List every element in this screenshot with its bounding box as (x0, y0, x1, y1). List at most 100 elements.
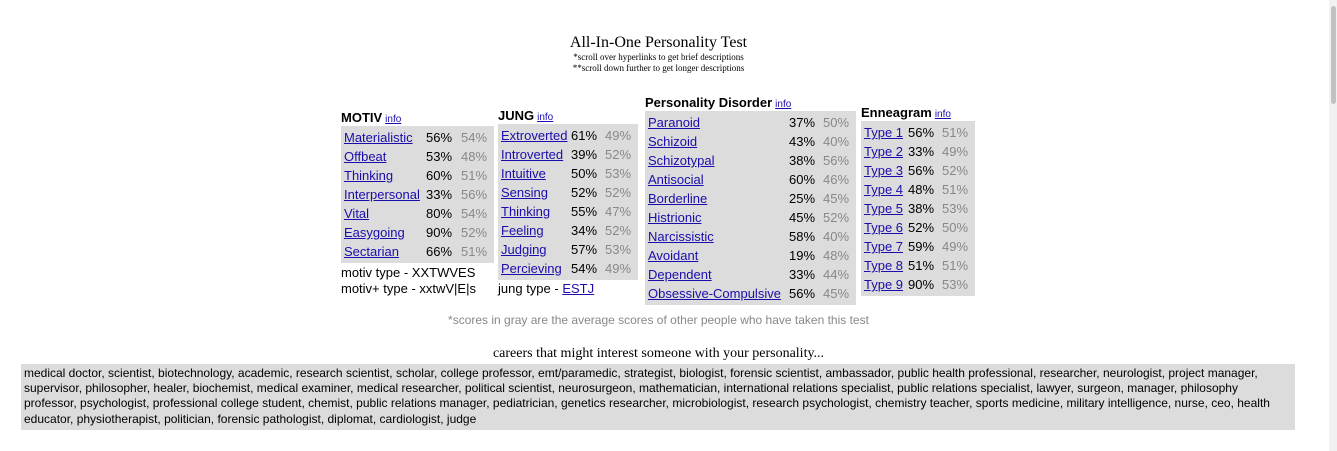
motiv-trait-link[interactable]: Thinking (344, 168, 394, 183)
motiv-average-score: 54% (461, 206, 488, 221)
jung-average-score: 49% (605, 261, 632, 276)
enneagram-your-score: 56% (908, 125, 935, 140)
pd-row: Schizoid 43% 40% (648, 132, 853, 151)
pd-trait-link[interactable]: Antisocial (648, 172, 704, 187)
motiv-row: Thinking 60% 51% (344, 166, 491, 185)
jung-trait-link[interactable]: Thinking (501, 204, 551, 219)
pd-trait-link[interactable]: Borderline (648, 191, 708, 206)
pd-info-link[interactable]: info (775, 99, 792, 110)
motiv-your-score: 56% (426, 130, 453, 145)
enneagram-trait-link[interactable]: Type 8 (864, 258, 904, 273)
enneagram-section: Enneagram info Type 1 56% 51% Type 2 33% 49% Ty… (861, 105, 975, 296)
jung-row: Sensing 52% 52% (501, 183, 635, 202)
jung-your-score: 50% (571, 166, 598, 181)
pd-trait-link[interactable]: Histrionic (648, 210, 702, 225)
jung-trait-link[interactable]: Extroverted (501, 128, 568, 143)
pd-row: Avoidant 19% 48% (648, 246, 853, 265)
pd-trait-link[interactable]: Dependent (648, 267, 712, 282)
enneagram-heading-label: Enneagram (861, 105, 932, 120)
jung-average-score: 53% (605, 242, 632, 257)
motiv-row: Offbeat 53% 48% (344, 147, 491, 166)
enneagram-trait-link[interactable]: Type 3 (864, 163, 904, 178)
enneagram-average-score: 53% (942, 277, 969, 292)
enneagram-heading: Enneagram info (861, 105, 975, 121)
jung-your-score: 57% (571, 242, 598, 257)
pd-your-score: 33% (789, 267, 816, 282)
enneagram-row: Type 1 56% 51% (864, 123, 972, 142)
enneagram-your-score: 48% (908, 182, 935, 197)
motiv-average-score: 54% (461, 130, 488, 145)
motiv-trait-link[interactable]: Vital (344, 206, 370, 221)
jung-info-link[interactable]: info (537, 112, 554, 123)
pd-trait-link[interactable]: Narcissistic (648, 229, 714, 244)
scroll-hint: **scroll down further to get longer desc… (572, 63, 745, 73)
pd-trait-link[interactable]: Avoidant (648, 248, 699, 263)
page-scrollbar[interactable] (1329, 0, 1337, 451)
motiv-info-link[interactable]: info (385, 114, 402, 125)
pd-average-score: 45% (823, 286, 850, 301)
pd-your-score: 58% (789, 229, 816, 244)
jung-average-score: 49% (605, 128, 632, 143)
jung-your-score: 39% (571, 147, 598, 162)
enneagram-average-score: 51% (942, 182, 969, 197)
jung-average-score: 52% (605, 223, 632, 238)
jung-trait-link[interactable]: Sensing (501, 185, 548, 200)
enneagram-average-score: 50% (942, 220, 969, 235)
enneagram-trait-link[interactable]: Type 6 (864, 220, 904, 235)
pd-trait-link[interactable]: Obsessive-Compulsive (648, 286, 781, 301)
pd-average-score: 48% (823, 248, 850, 263)
enneagram-your-score: 56% (908, 163, 935, 178)
jung-row: Feeling 34% 52% (501, 221, 635, 240)
enneagram-row: Type 6 52% 50% (864, 218, 972, 237)
pd-row: Narcissistic 58% 40% (648, 227, 853, 246)
enneagram-your-score: 51% (908, 258, 935, 273)
motiv-your-score: 80% (426, 206, 453, 221)
pd-average-score: 46% (823, 172, 850, 187)
enneagram-info-link[interactable]: info (934, 109, 951, 120)
gray-scores-note: *scores in gray are the average scores o… (448, 313, 869, 327)
pd-your-score: 60% (789, 172, 816, 187)
pd-row: Dependent 33% 44% (648, 265, 853, 284)
jung-average-score: 47% (605, 204, 632, 219)
pd-trait-link[interactable]: Paranoid (648, 115, 701, 130)
jung-heading-label: JUNG (498, 108, 535, 123)
jung-trait-link[interactable]: Percieving (501, 261, 562, 276)
jung-average-score: 52% (605, 147, 632, 162)
pd-row: Paranoid 37% 50% (648, 113, 853, 132)
jung-trait-link[interactable]: Intuitive (501, 166, 546, 181)
jung-your-score: 55% (571, 204, 598, 219)
pd-average-score: 40% (823, 229, 850, 244)
jung-type-link[interactable]: ESTJ (562, 281, 595, 296)
enneagram-row: Type 5 38% 53% (864, 199, 972, 218)
jung-trait-link[interactable]: Introverted (501, 147, 564, 162)
jung-trait-link[interactable]: Feeling (501, 223, 544, 238)
pd-row: Histrionic 45% 52% (648, 208, 853, 227)
pd-heading-label: Personality Disorder (645, 95, 773, 110)
enneagram-trait-link[interactable]: Type 4 (864, 182, 904, 197)
enneagram-trait-link[interactable]: Type 5 (864, 201, 904, 216)
enneagram-row: Type 2 33% 49% (864, 142, 972, 161)
scrollbar-thumb[interactable] (1331, 6, 1336, 104)
enneagram-trait-link[interactable]: Type 7 (864, 239, 904, 254)
motiv-trait-link[interactable]: Easygoing (344, 225, 405, 240)
motiv-trait-link[interactable]: Materialistic (344, 130, 413, 145)
motiv-trait-link[interactable]: Interpersonal (344, 187, 420, 202)
jung-trait-link[interactable]: Judging (501, 242, 547, 257)
jung-average-score: 52% (605, 185, 632, 200)
pd-your-score: 25% (789, 191, 816, 206)
pd-row: Antisocial 60% 46% (648, 170, 853, 189)
enneagram-average-score: 51% (942, 125, 969, 140)
pd-trait-link[interactable]: Schizotypal (648, 153, 715, 168)
motiv-trait-link[interactable]: Offbeat (344, 149, 387, 164)
enneagram-your-score: 38% (908, 201, 935, 216)
enneagram-row: Type 9 90% 53% (864, 275, 972, 294)
pd-trait-link[interactable]: Schizoid (648, 134, 698, 149)
motiv-trait-link[interactable]: Sectarian (344, 244, 399, 259)
enneagram-row: Type 8 51% 51% (864, 256, 972, 275)
enneagram-trait-link[interactable]: Type 9 (864, 277, 904, 292)
enneagram-trait-link[interactable]: Type 2 (864, 144, 904, 159)
enneagram-trait-link[interactable]: Type 1 (864, 125, 904, 140)
motiv-type: motiv type - XXTWVES (341, 265, 476, 280)
jung-type-prefix: jung type - (498, 281, 563, 296)
enneagram-row: Type 3 56% 52% (864, 161, 972, 180)
